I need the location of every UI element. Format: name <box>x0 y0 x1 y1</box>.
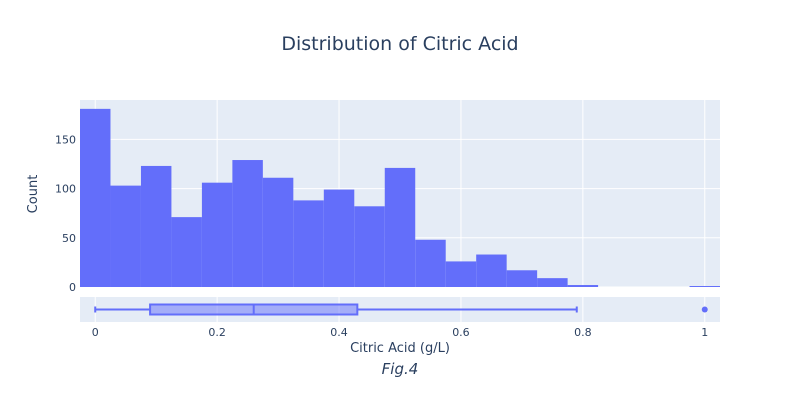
y-tick-label: 50 <box>62 232 76 245</box>
histogram-bar <box>323 189 355 287</box>
boxplot <box>94 303 708 316</box>
histogram-bar <box>567 285 599 287</box>
y-axis-ticks: 0 50 100 150 <box>55 133 76 294</box>
chart-title: Distribution of Citric Acid <box>281 33 518 55</box>
boxplot-outlier <box>701 306 708 313</box>
x-tick-label: 0 <box>92 326 99 339</box>
y-tick-label: 150 <box>55 133 76 146</box>
x-tick-label: 0.6 <box>452 326 470 339</box>
histogram-bar <box>384 167 416 287</box>
histogram-bar <box>476 254 507 287</box>
x-axis-ticks: 0 0.2 0.4 0.6 0.8 1 <box>92 326 709 339</box>
x-tick-label: 0.4 <box>330 326 348 339</box>
y-tick-label: 0 <box>69 281 76 294</box>
histogram-bar <box>354 206 385 287</box>
histogram-bar <box>232 160 263 287</box>
histogram-bar <box>293 200 324 287</box>
histogram-bar <box>689 286 720 287</box>
figure-caption: Fig.4 <box>382 360 419 378</box>
histogram-bar <box>110 185 141 287</box>
histogram-bar <box>171 217 202 287</box>
histogram-bar <box>445 261 477 287</box>
histogram-bar <box>80 108 111 287</box>
x-tick-label: 1 <box>701 326 708 339</box>
y-tick-label: 100 <box>55 183 76 196</box>
histogram-bar <box>140 165 172 287</box>
histogram-bar <box>537 278 568 287</box>
histogram-bar <box>415 239 446 287</box>
histogram-bar <box>262 177 294 287</box>
x-tick-label: 0.8 <box>574 326 592 339</box>
histogram-bars <box>80 108 720 287</box>
x-tick-label: 0.2 <box>208 326 226 339</box>
histogram-bar <box>506 270 538 287</box>
x-axis-label: Citric Acid (g/L) <box>350 341 450 356</box>
histogram-bar <box>201 182 233 287</box>
y-axis-label: Count <box>26 175 41 214</box>
